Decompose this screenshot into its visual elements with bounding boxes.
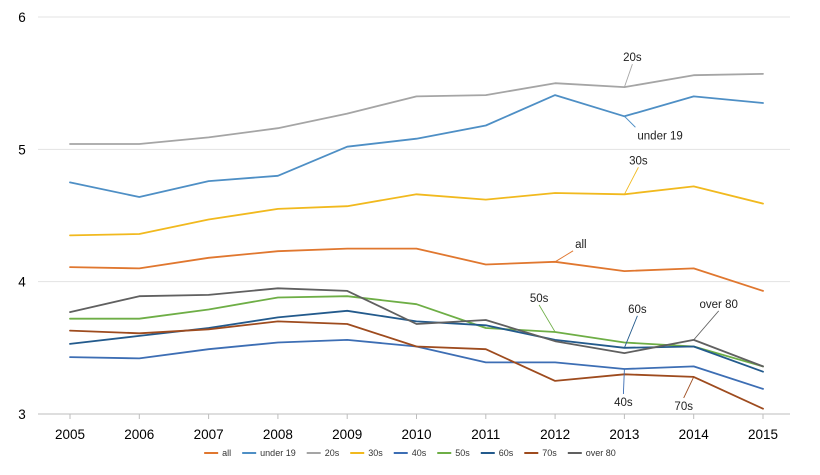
- legend: all under 19 20s 30s 40s 50s 60s 70s over 80: [204, 448, 616, 458]
- annotation-label-over-80: over 80: [700, 299, 738, 311]
- series-annotations: 20s under 19 30s all 50s 60s over 80 40s 70s: [530, 52, 738, 413]
- series-line-70s: [69, 320, 764, 410]
- series-line-over-80: [69, 287, 764, 368]
- legend-label-over-80: over 80: [586, 448, 616, 458]
- legend-label-under-19: under 19: [260, 448, 296, 458]
- x-tick-label-2013: 2013: [609, 427, 639, 442]
- x-tick-label-2010: 2010: [401, 427, 431, 442]
- legend-label-40s: 40s: [412, 448, 427, 458]
- gridlines: [38, 16, 790, 415]
- annotation-label-70s: 70s: [674, 401, 693, 413]
- x-tick-label-2009: 2009: [332, 427, 362, 442]
- annotation-leader-60s: [623, 315, 638, 349]
- annotation-label-50s: 50s: [530, 293, 549, 305]
- series-lines: [69, 73, 764, 410]
- series-line-all: [69, 247, 764, 292]
- x-tick-label-2012: 2012: [540, 427, 570, 442]
- annotation-label-40s: 40s: [614, 397, 633, 409]
- annotation-leader-20s: [623, 63, 633, 88]
- annotation-leader-40s: [622, 368, 625, 395]
- series-line-20s: [69, 73, 764, 145]
- series-line-30s: [69, 185, 764, 237]
- y-tick-label-5: 5: [18, 142, 26, 157]
- y-tick-label-4: 4: [18, 275, 26, 290]
- x-tick-label-2005: 2005: [55, 427, 85, 442]
- annotation-label-60s: 60s: [628, 304, 647, 316]
- legend-label-50s: 50s: [455, 448, 470, 458]
- annotation-leader-70s: [683, 376, 695, 399]
- legend-label-70s: 70s: [542, 448, 557, 458]
- series-line-50s: [69, 295, 764, 368]
- series-line-60s: [69, 309, 764, 373]
- annotation-leader-50s: [538, 304, 556, 333]
- annotation-leader-over-80: [693, 310, 720, 341]
- axes: 3 4 5 6 2005 2006 2007 2008 2009 2010 2011 2012 2013…: [18, 10, 778, 442]
- y-tick-label-3: 3: [18, 407, 26, 422]
- annotation-leader-all: [554, 250, 574, 263]
- annotation-label-all: all: [575, 239, 587, 251]
- annotation-leader-under-19: [624, 115, 636, 128]
- x-tick-label-2015: 2015: [748, 427, 778, 442]
- y-tick-label-6: 6: [18, 10, 26, 25]
- x-tick-label-2008: 2008: [263, 427, 293, 442]
- annotation-label-20s: 20s: [623, 52, 642, 64]
- legend-label-20s: 20s: [325, 448, 340, 458]
- annotation-label-under-19: under 19: [637, 130, 682, 142]
- x-tick-label-2011: 2011: [471, 427, 500, 442]
- legend-label-all: all: [222, 448, 231, 458]
- annotation-leader-30s: [624, 167, 639, 195]
- annotation-label-30s: 30s: [629, 155, 648, 167]
- x-tick-label-2006: 2006: [124, 427, 154, 442]
- x-tick-label-2014: 2014: [679, 427, 710, 442]
- x-tick-label-2007: 2007: [194, 427, 224, 442]
- series-line-under-19: [69, 94, 764, 198]
- legend-label-30s: 30s: [368, 448, 383, 458]
- legend-label-60s: 60s: [499, 448, 514, 458]
